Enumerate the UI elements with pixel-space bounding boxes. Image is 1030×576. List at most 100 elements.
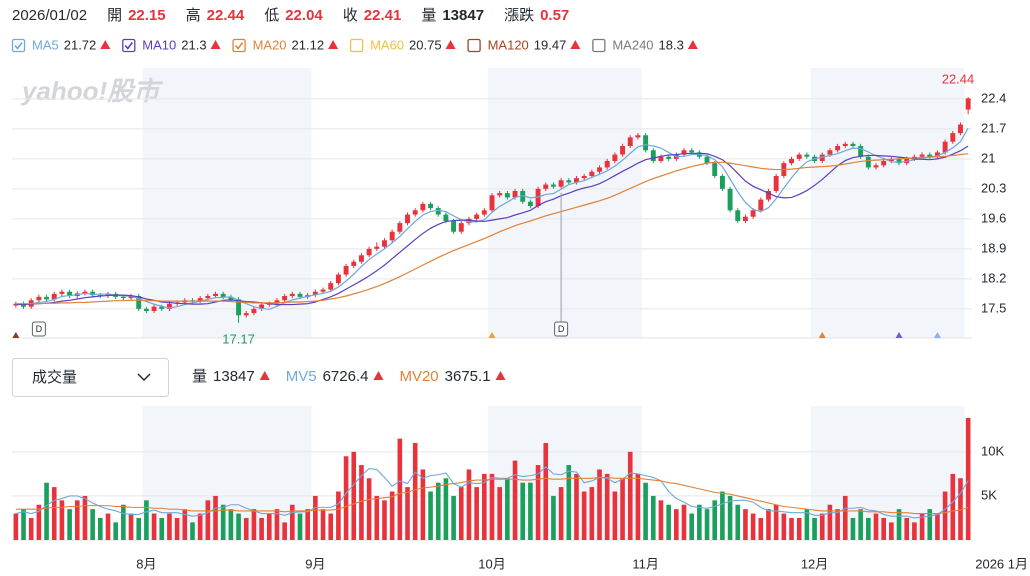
candle-body xyxy=(451,221,457,232)
candle-body xyxy=(558,180,564,187)
event-box[interactable] xyxy=(554,321,569,337)
legend-name: MA60 xyxy=(370,37,404,52)
volume-bar xyxy=(896,509,902,540)
legend-checkbox[interactable] xyxy=(122,38,136,53)
volume-bar xyxy=(743,509,748,540)
candle-body xyxy=(389,231,395,241)
volume-bar xyxy=(190,522,195,540)
candle-body xyxy=(819,154,825,161)
volume-bar xyxy=(635,473,641,540)
up-arrow-icon xyxy=(495,371,506,380)
candle-body xyxy=(643,135,649,151)
candle-body xyxy=(574,178,579,183)
volume-bar xyxy=(136,517,142,540)
volume-bar xyxy=(74,500,80,540)
candle-body xyxy=(474,214,480,219)
volume-bar xyxy=(98,517,103,540)
volume-bar xyxy=(36,504,42,540)
volume-bar xyxy=(528,482,533,540)
volume-bar xyxy=(451,495,456,540)
candle-body xyxy=(704,156,710,164)
candle-body xyxy=(151,306,157,311)
volume-bar xyxy=(121,504,126,540)
legend-name: MA10 xyxy=(142,37,176,52)
volume-bar xyxy=(650,495,656,540)
candle-body xyxy=(742,216,748,221)
quote-field-value: 13847 xyxy=(442,7,484,24)
volume-bar xyxy=(305,509,310,540)
candle-body xyxy=(259,304,265,309)
legend-value: 19.47 xyxy=(534,37,567,52)
candle-body xyxy=(213,293,218,296)
volume-legend-name: MV20 xyxy=(399,368,438,385)
legend-value: 21.12 xyxy=(292,37,325,52)
candle-body xyxy=(712,163,718,176)
legend-checkbox[interactable] xyxy=(349,38,364,53)
y-tick-label: 19.6 xyxy=(981,210,1006,225)
volume-bar xyxy=(397,438,403,540)
volume-bar xyxy=(574,473,579,540)
candle-body xyxy=(128,296,134,299)
volume-bar xyxy=(551,495,556,540)
volume-bar xyxy=(581,491,587,540)
up-arrow-icon xyxy=(445,40,456,49)
volume-bar xyxy=(535,465,541,540)
x-tick-label: 8月 xyxy=(136,556,156,571)
candle-body xyxy=(666,156,672,159)
candle-body xyxy=(635,135,641,138)
volume-bar xyxy=(819,513,825,540)
low-label: 17.17 xyxy=(222,331,255,346)
volume-bar xyxy=(627,451,633,540)
legend-checkbox[interactable] xyxy=(232,38,246,53)
legend-value: 20.75 xyxy=(409,37,442,52)
y-tick-label: 22.4 xyxy=(981,90,1006,105)
volume-bar xyxy=(282,522,287,540)
candle-body xyxy=(412,210,418,215)
y-tick-label: 10K xyxy=(981,443,1004,458)
volume-bar xyxy=(773,504,779,540)
volume-bar xyxy=(873,513,879,540)
volume-bar xyxy=(904,517,910,540)
volume-bar xyxy=(489,473,495,540)
candle-body xyxy=(858,146,864,157)
volume-bar xyxy=(520,482,526,540)
candle-body xyxy=(750,210,756,217)
quote-field-label: 漲跌 xyxy=(504,7,534,24)
candle-body xyxy=(374,246,380,249)
legend-checkbox[interactable] xyxy=(467,38,481,53)
volume-bar xyxy=(266,513,272,540)
indicator-dropdown[interactable] xyxy=(12,358,169,397)
volume-bar xyxy=(405,487,410,540)
volume-bar xyxy=(290,504,295,540)
candle-body xyxy=(405,214,410,224)
candle-body xyxy=(197,298,203,302)
y-tick-label: 17.5 xyxy=(981,300,1006,315)
candle-body xyxy=(504,193,510,198)
event-box[interactable] xyxy=(31,321,46,337)
volume-bar xyxy=(243,517,249,540)
volume-bar xyxy=(942,491,948,540)
volume-bar xyxy=(927,509,933,540)
up-arrow-icon xyxy=(210,40,221,49)
x-tick-label: 12月 xyxy=(801,556,828,571)
candle-body xyxy=(512,191,518,198)
legend-checkbox[interactable] xyxy=(592,38,606,53)
legend-checkbox[interactable] xyxy=(11,38,26,53)
y-tick-label: 5K xyxy=(981,487,997,502)
event-label: D xyxy=(558,324,565,334)
ma-line xyxy=(15,153,969,305)
legend-check xyxy=(14,42,23,50)
volume-bar xyxy=(343,456,349,540)
volume-legend-value: 3675.1 xyxy=(445,368,491,385)
volume-bar xyxy=(965,417,971,540)
volume-bar xyxy=(919,513,925,540)
event-marker xyxy=(488,332,496,338)
volume-bar xyxy=(28,517,34,540)
candle-body xyxy=(243,313,249,316)
volume-bar xyxy=(850,517,856,540)
candle-body xyxy=(67,291,73,296)
event-marker xyxy=(818,332,826,338)
candle-body xyxy=(965,98,971,110)
candle-body xyxy=(627,137,633,146)
